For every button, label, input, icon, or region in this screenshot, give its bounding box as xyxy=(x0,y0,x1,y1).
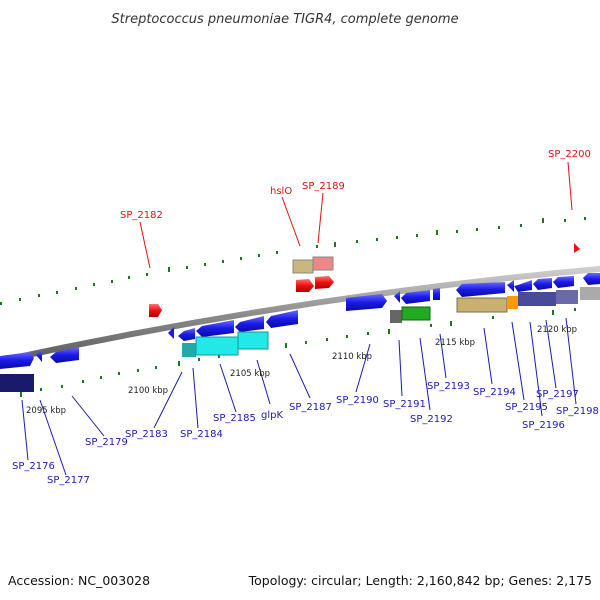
gene-blue-a[interactable] xyxy=(346,294,387,311)
gene-label-sp2198[interactable]: SP_2198 xyxy=(556,406,599,417)
gene-teal-inner[interactable] xyxy=(182,343,196,357)
gene-features-inner xyxy=(0,310,298,392)
gene-blue-inner-e[interactable] xyxy=(235,316,264,332)
gene-blue-inner-d[interactable] xyxy=(196,320,234,337)
gene-cyan-inner-a[interactable] xyxy=(195,336,239,356)
gene-blue-g[interactable] xyxy=(514,280,532,292)
gene-grey-b[interactable] xyxy=(580,287,600,300)
gene-label-sp2191[interactable]: SP_2191 xyxy=(383,399,426,410)
tick-label-2100: 2100 kbp xyxy=(128,386,168,396)
gene-red-arrow-b[interactable] xyxy=(315,276,334,289)
gene-label-sp2177[interactable]: SP_2177 xyxy=(47,475,90,486)
gene-grey-a[interactable] xyxy=(390,310,402,323)
gene-sp2200-marker[interactable] xyxy=(574,243,580,253)
gene-sp2182-shape[interactable] xyxy=(149,304,162,317)
gene-blue-i[interactable] xyxy=(553,276,574,288)
gene-label-sp2196[interactable]: SP_2196 xyxy=(522,420,565,431)
gene-blue-b[interactable] xyxy=(394,291,400,303)
tick-marks xyxy=(0,217,586,397)
gene-blue-inner-c[interactable] xyxy=(178,328,195,341)
gene-label-sp2184[interactable]: SP_2184 xyxy=(180,429,223,440)
gene-label-sp2193[interactable]: SP_2193 xyxy=(427,381,470,392)
gene-label-sp2183[interactable]: SP_2183 xyxy=(125,429,168,440)
genome-summary-text: Topology: circular; Length: 2,160,842 bp… xyxy=(248,573,592,588)
accession-text: Accession: NC_003028 xyxy=(8,573,150,588)
gene-label-sp2200[interactable]: SP_2200 xyxy=(548,149,591,160)
gene-label-sp2185[interactable]: SP_2185 xyxy=(213,413,256,424)
gene-sp2189-shape[interactable] xyxy=(312,256,334,271)
gene-blue-e[interactable] xyxy=(456,282,505,297)
gene-label-sp2182[interactable]: SP_2182 xyxy=(120,210,163,221)
gene-sp2176-dark[interactable] xyxy=(0,374,34,392)
gene-cyan-inner-b[interactable] xyxy=(237,331,269,350)
gene-label-sp2189[interactable]: SP_2189 xyxy=(302,181,345,192)
gene-hslo-shape[interactable] xyxy=(292,259,314,274)
map-title: Streptococcus pneumoniae TIGR4, complete… xyxy=(111,12,458,27)
genome-backbone xyxy=(0,265,600,364)
gene-label-sp2194[interactable]: SP_2194 xyxy=(473,387,516,398)
gene-sp2179-shape[interactable] xyxy=(50,347,79,363)
gene-blue-c[interactable] xyxy=(401,290,430,304)
gene-orange-a[interactable] xyxy=(507,296,518,309)
gene-label-sp2179[interactable]: SP_2179 xyxy=(85,437,128,448)
gene-blue-inner-f[interactable] xyxy=(266,310,298,328)
tick-label-2095: 2095 kbp xyxy=(26,406,66,416)
gene-label-sp2190[interactable]: SP_2190 xyxy=(336,395,379,406)
gene-purple-b[interactable] xyxy=(556,290,578,304)
gene-blue-f[interactable] xyxy=(507,280,514,292)
gene-khaki-a[interactable] xyxy=(456,297,508,313)
gene-red-arrow-a[interactable] xyxy=(296,279,314,292)
gene-label-sp2195[interactable]: SP_2195 xyxy=(505,402,548,413)
gene-blue-j[interactable] xyxy=(583,273,600,285)
gene-sp2176-shape[interactable] xyxy=(0,352,34,369)
gene-purple-a[interactable] xyxy=(518,292,556,306)
gene-blue-inner-b[interactable] xyxy=(168,327,174,339)
gene-label-sp2197[interactable]: SP_2197 xyxy=(536,389,579,400)
tick-label-2120: 2120 kbp xyxy=(537,325,577,335)
gene-blue-inner-a[interactable] xyxy=(36,350,42,362)
gene-label-hslo[interactable]: hslO xyxy=(270,186,292,197)
gene-blue-h[interactable] xyxy=(533,278,552,290)
gene-blue-d[interactable] xyxy=(433,288,440,300)
gene-label-glpk[interactable]: glpK xyxy=(261,410,283,421)
gene-label-sp2192[interactable]: SP_2192 xyxy=(410,414,453,425)
label-leaders xyxy=(21,161,577,476)
gene-label-sp2176[interactable]: SP_2176 xyxy=(12,461,55,472)
gene-label-sp2187[interactable]: SP_2187 xyxy=(289,402,332,413)
tick-label-2110: 2110 kbp xyxy=(332,352,372,362)
gene-features-outer xyxy=(149,243,600,323)
gene-green-a[interactable] xyxy=(401,306,431,321)
tick-label-2105: 2105 kbp xyxy=(230,369,270,379)
tick-label-2115: 2115 kbp xyxy=(435,338,475,348)
